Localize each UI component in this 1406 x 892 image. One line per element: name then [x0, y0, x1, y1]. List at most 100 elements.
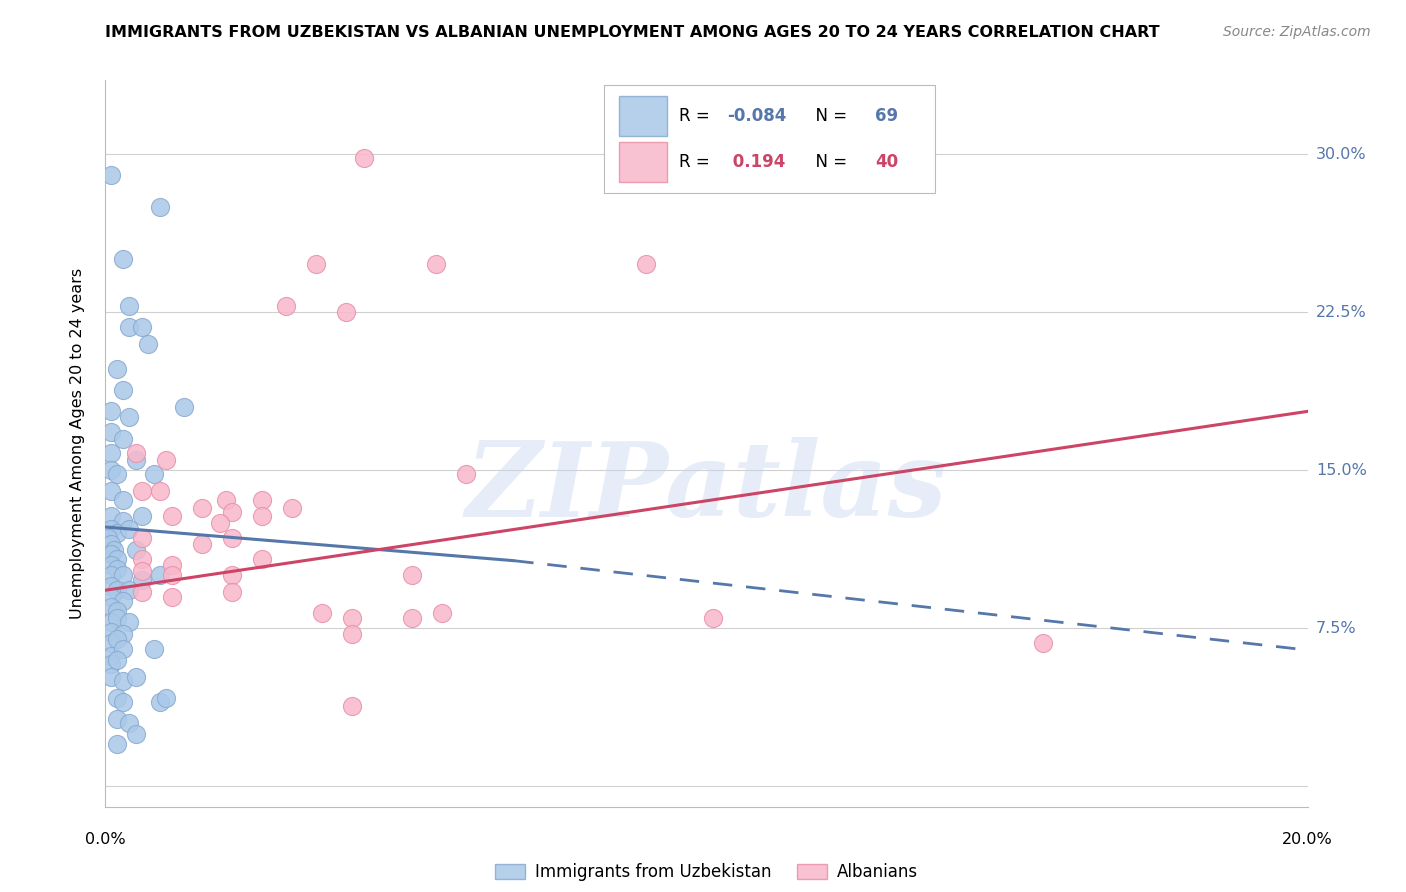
Point	[100, 425, 122, 440]
Point	[636, 257, 658, 271]
Point	[340, 610, 363, 624]
Point	[148, 200, 170, 214]
Point	[131, 564, 153, 578]
Text: R =: R =	[679, 153, 714, 171]
Point	[100, 636, 122, 650]
Point	[148, 568, 170, 582]
Text: N =: N =	[806, 153, 852, 171]
Point	[118, 319, 141, 334]
Point	[118, 410, 141, 425]
Point	[107, 690, 129, 705]
Point	[131, 319, 153, 334]
Point	[100, 484, 122, 499]
Text: 22.5%: 22.5%	[1316, 304, 1367, 319]
Point	[131, 531, 153, 545]
Point	[124, 452, 146, 467]
Point	[100, 404, 122, 418]
Point	[160, 590, 183, 604]
Point	[221, 585, 243, 599]
Point	[118, 583, 141, 598]
Point	[160, 568, 183, 582]
Point	[250, 509, 273, 524]
Point	[97, 531, 120, 545]
Text: ZIPatlas: ZIPatlas	[465, 437, 948, 538]
Point	[118, 716, 141, 731]
Text: R =: R =	[679, 107, 714, 125]
Point	[100, 548, 122, 562]
Point	[100, 558, 122, 572]
Point	[208, 516, 231, 530]
Text: 20.0%: 20.0%	[1282, 832, 1333, 847]
Point	[131, 551, 153, 566]
Point	[100, 670, 122, 684]
Point	[305, 257, 328, 271]
Point	[107, 562, 129, 576]
Point	[100, 590, 122, 604]
Point	[112, 514, 135, 528]
Point	[160, 509, 183, 524]
Point	[340, 699, 363, 714]
Point	[142, 467, 165, 482]
Point	[281, 501, 304, 516]
Point	[124, 543, 146, 558]
Point	[173, 400, 195, 414]
Point	[100, 568, 122, 582]
Point	[107, 712, 129, 726]
Point	[148, 484, 170, 499]
Point	[112, 593, 135, 607]
Point	[250, 492, 273, 507]
Text: 69: 69	[875, 107, 898, 125]
Point	[112, 432, 135, 446]
Text: 0.194: 0.194	[727, 153, 786, 171]
FancyBboxPatch shape	[619, 96, 666, 136]
Point	[107, 604, 129, 618]
Point	[100, 657, 122, 671]
Point	[221, 568, 243, 582]
Point	[100, 446, 122, 460]
Point	[425, 257, 447, 271]
Point	[112, 252, 135, 267]
Text: -0.084: -0.084	[727, 107, 786, 125]
Text: Source: ZipAtlas.com: Source: ZipAtlas.com	[1223, 25, 1371, 39]
Point	[112, 695, 135, 709]
Point	[148, 695, 170, 709]
Text: 40: 40	[875, 153, 898, 171]
Point	[155, 452, 177, 467]
Point	[107, 467, 129, 482]
Point	[142, 642, 165, 657]
Point	[100, 168, 122, 182]
Point	[112, 642, 135, 657]
Point	[124, 446, 146, 460]
Point	[131, 573, 153, 587]
Text: N =: N =	[806, 107, 852, 125]
Point	[107, 632, 129, 646]
Point	[250, 551, 273, 566]
Y-axis label: Unemployment Among Ages 20 to 24 years: Unemployment Among Ages 20 to 24 years	[70, 268, 84, 619]
Point	[100, 522, 122, 536]
Point	[1032, 636, 1054, 650]
Point	[335, 305, 357, 319]
Point	[107, 653, 129, 667]
Point	[340, 627, 363, 641]
Point	[100, 615, 122, 629]
Text: IMMIGRANTS FROM UZBEKISTAN VS ALBANIAN UNEMPLOYMENT AMONG AGES 20 TO 24 YEARS CO: IMMIGRANTS FROM UZBEKISTAN VS ALBANIAN U…	[105, 25, 1160, 40]
Point	[702, 610, 724, 624]
Text: 30.0%: 30.0%	[1316, 146, 1367, 161]
Point	[118, 615, 141, 629]
Point	[221, 505, 243, 519]
Point	[118, 299, 141, 313]
Point	[118, 522, 141, 536]
Point	[190, 537, 212, 551]
Point	[190, 501, 212, 516]
Text: 0.0%: 0.0%	[86, 832, 125, 847]
Point	[107, 737, 129, 751]
Point	[100, 648, 122, 663]
Point	[100, 509, 122, 524]
Point	[401, 568, 423, 582]
Text: 7.5%: 7.5%	[1316, 621, 1357, 636]
Point	[311, 607, 333, 621]
Point	[221, 531, 243, 545]
Point	[131, 484, 153, 499]
Point	[107, 526, 129, 541]
Point	[100, 463, 122, 477]
